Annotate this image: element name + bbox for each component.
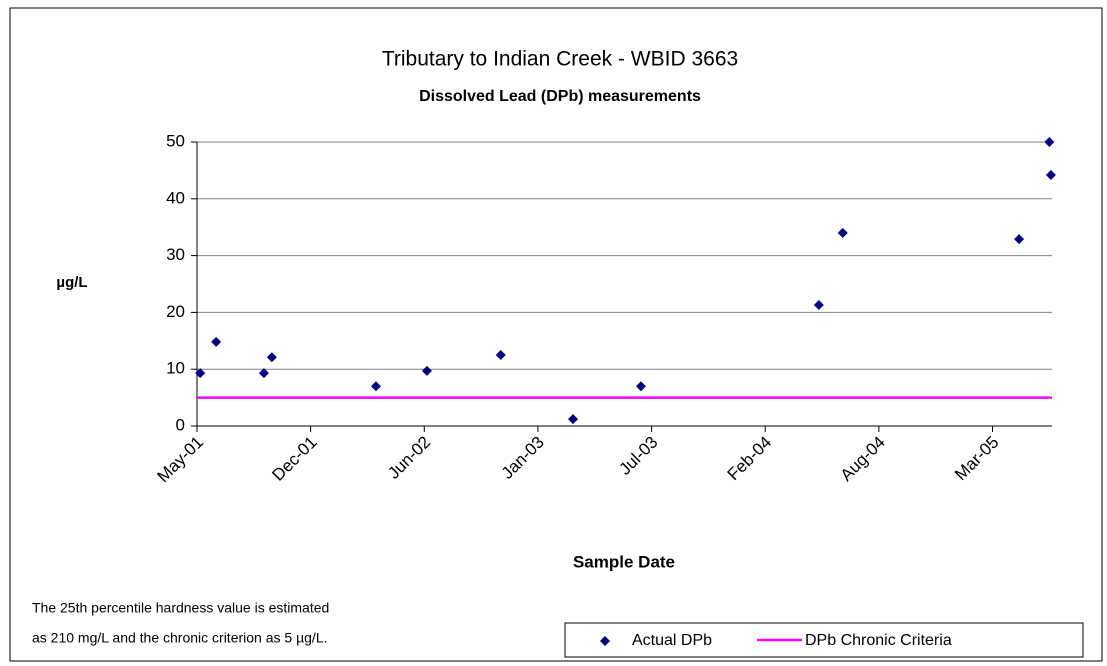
y-axis-label: µg/L bbox=[56, 274, 87, 291]
data-point bbox=[258, 368, 269, 379]
chart-border bbox=[9, 7, 1103, 662]
chart-subtitle: Dissolved Lead (DPb) measurements bbox=[419, 88, 701, 105]
data-point bbox=[635, 381, 646, 392]
data-point bbox=[266, 352, 277, 363]
chart-title: Tributary to Indian Creek - WBID 3663 bbox=[382, 48, 738, 71]
data-point bbox=[495, 350, 506, 360]
y-tick-label: 50 bbox=[166, 131, 185, 150]
data-point bbox=[1044, 137, 1055, 147]
data-point bbox=[195, 368, 206, 379]
annotation: The 25th percentile hardness value is es… bbox=[32, 600, 329, 616]
data-point bbox=[370, 381, 381, 392]
data-point bbox=[813, 300, 824, 311]
legend-marker bbox=[600, 636, 610, 646]
data-point bbox=[211, 336, 222, 347]
data-point bbox=[837, 227, 848, 238]
data-point bbox=[1014, 234, 1025, 245]
y-tick-label: 40 bbox=[166, 188, 185, 207]
legend-box bbox=[564, 622, 1084, 658]
legend-label: DPb Chronic Criteria bbox=[805, 632, 952, 649]
data-point bbox=[1045, 169, 1056, 180]
annotation: as 210 mg/L and the chronic criterion as… bbox=[32, 630, 328, 646]
x-axis-label: Sample Date bbox=[573, 552, 675, 571]
y-tick-label: 10 bbox=[166, 359, 185, 378]
legend-label: Actual DPb bbox=[632, 632, 712, 649]
y-tick-label: 30 bbox=[166, 245, 185, 264]
y-tick-label: 20 bbox=[166, 302, 185, 321]
data-point bbox=[567, 414, 578, 425]
y-tick-label: 0 bbox=[176, 415, 185, 434]
data-point bbox=[421, 365, 432, 376]
